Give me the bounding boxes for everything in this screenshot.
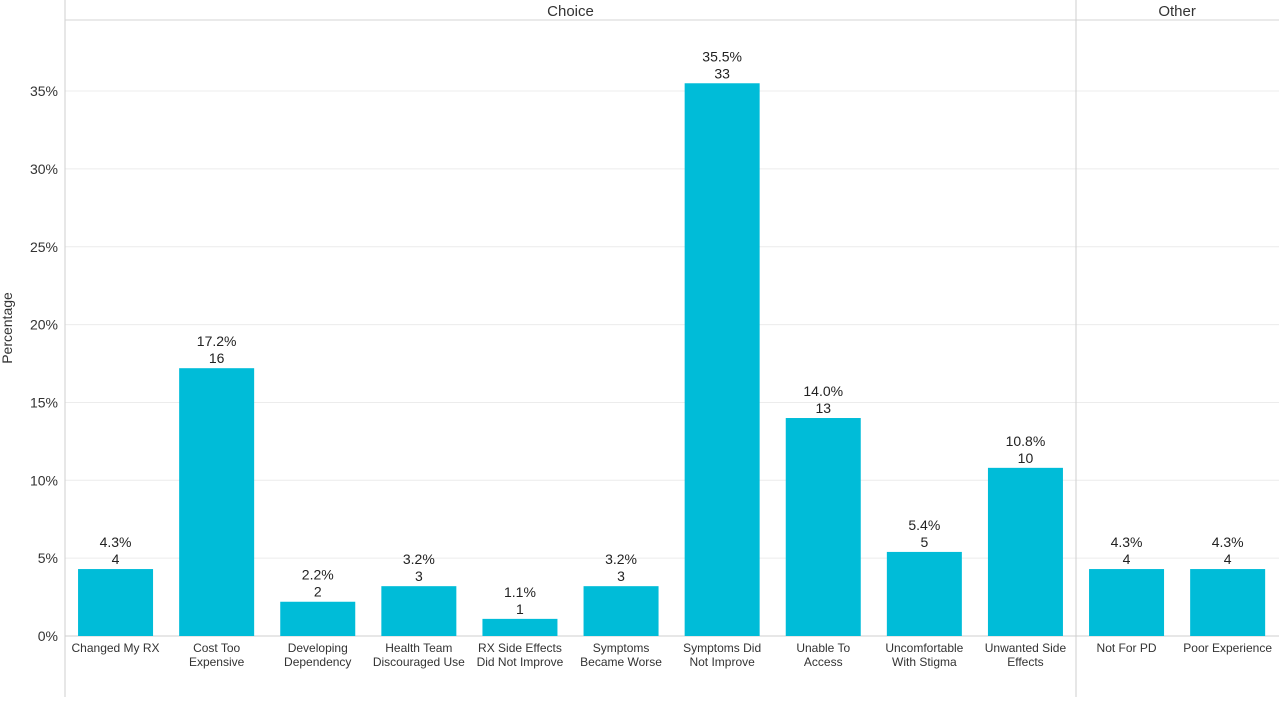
bar-count-label: 16 (209, 350, 225, 366)
bar (78, 569, 154, 636)
bar-count-label: 33 (714, 65, 730, 81)
y-tick-label: 30% (30, 161, 58, 177)
x-tick-label: Expensive (189, 655, 245, 669)
x-tick-label: Uncomfortable (885, 641, 963, 655)
bar-count-label: 3 (617, 568, 625, 584)
bar (179, 368, 255, 636)
bar-percent-label: 17.2% (197, 333, 237, 349)
group-header-label: Choice (547, 3, 594, 20)
x-tick-label: Discouraged Use (373, 655, 465, 669)
bar (886, 551, 962, 636)
bar-percent-label: 4.3% (1111, 534, 1143, 550)
bar (1089, 569, 1165, 636)
bar-percent-label: 3.2% (605, 551, 637, 567)
x-tick-label: Poor Experience (1183, 641, 1272, 655)
x-tick-label: Did Not Improve (477, 655, 564, 669)
bar-percent-label: 1.1% (504, 584, 536, 600)
y-tick-label: 20% (30, 317, 58, 333)
x-tick-label: Symptoms (593, 641, 650, 655)
bar (482, 618, 558, 636)
bar-percent-label: 4.3% (100, 534, 132, 550)
x-tick-label: Access (804, 655, 843, 669)
group-header-label: Other (1158, 3, 1196, 20)
bar-percent-label: 3.2% (403, 551, 435, 567)
bar-count-label: 4 (1123, 551, 1131, 567)
y-tick-label: 25% (30, 239, 58, 255)
bar-count-label: 3 (415, 568, 423, 584)
y-tick-label: 35% (30, 83, 58, 99)
bar (987, 467, 1063, 636)
bar-percent-label: 4.3% (1212, 534, 1244, 550)
x-tick-label: Health Team (385, 641, 452, 655)
y-tick-label: 15% (30, 394, 58, 410)
bar-percent-label: 2.2% (302, 567, 334, 583)
bar-percent-label: 5.4% (908, 517, 940, 533)
x-tick-label: With Stigma (892, 655, 957, 669)
bar-count-label: 2 (314, 584, 322, 600)
x-tick-label: Developing (288, 641, 348, 655)
y-tick-label: 0% (38, 628, 58, 644)
x-tick-label: Cost Too (193, 641, 240, 655)
x-tick-label: Effects (1007, 655, 1043, 669)
bar-count-label: 13 (815, 400, 831, 416)
bar-percent-label: 14.0% (803, 383, 843, 399)
bar-percent-label: 10.8% (1006, 433, 1046, 449)
x-tick-label: Not Improve (689, 655, 755, 669)
x-tick-label: Unable To (796, 641, 850, 655)
bar (785, 418, 861, 636)
y-axis-label: Percentage (0, 292, 15, 364)
x-tick-label: Changed My RX (72, 641, 160, 655)
bar (1190, 569, 1266, 636)
x-tick-label: Became Worse (580, 655, 662, 669)
x-tick-label: Not For PD (1097, 641, 1157, 655)
x-tick-label: Dependency (284, 655, 351, 669)
bar (381, 586, 457, 636)
bar-percent-label: 35.5% (702, 48, 742, 64)
x-tick-label: Symptoms Did (683, 641, 761, 655)
bar (583, 586, 659, 636)
bar (684, 83, 760, 636)
bar (280, 601, 356, 636)
bar-count-label: 1 (516, 601, 524, 617)
bar-count-label: 5 (920, 534, 928, 550)
bar-count-label: 4 (1224, 551, 1232, 567)
y-tick-label: 10% (30, 472, 58, 488)
x-tick-label: RX Side Effects (478, 641, 562, 655)
bar-count-label: 10 (1018, 450, 1034, 466)
x-tick-label: Unwanted Side (985, 641, 1067, 655)
y-tick-label: 5% (38, 550, 58, 566)
bar-count-label: 4 (112, 551, 120, 567)
